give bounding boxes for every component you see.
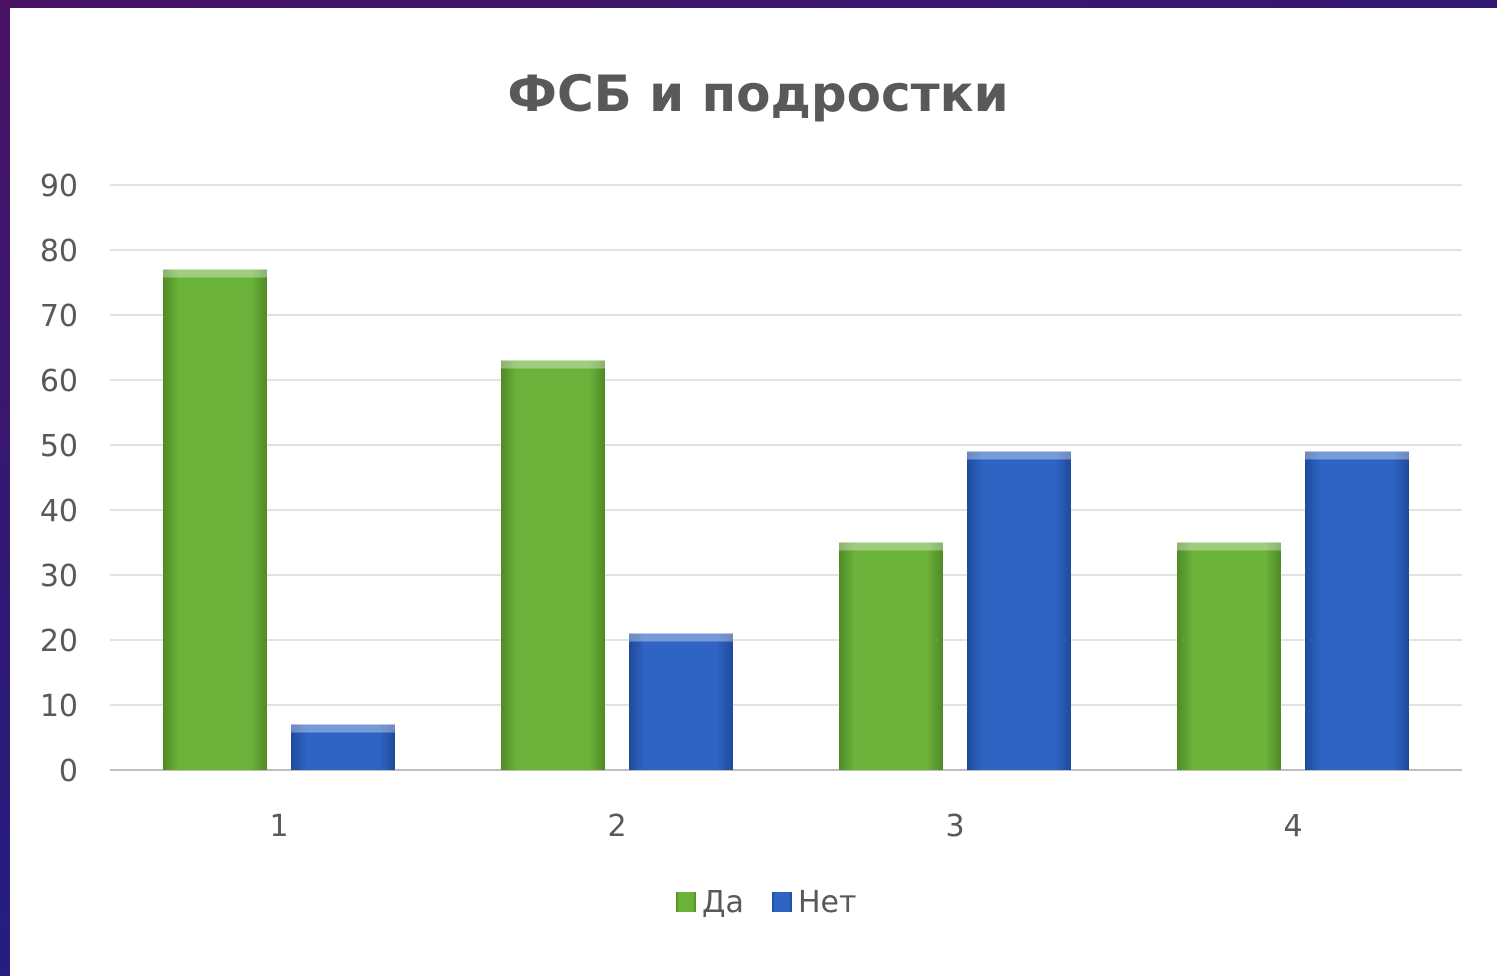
bar-net-3 [967, 451, 1071, 770]
bar-chart: ФСБ и подростки 0 10 20 30 40 50 60 70 80 90 1 2 3 4… [40, 65, 1462, 920]
y-tick-label: 70 [40, 299, 78, 334]
y-tick-label: 50 [40, 429, 78, 464]
y-tick-label: 0 [59, 754, 78, 789]
bar-bevel [163, 269, 267, 278]
bar-fill [163, 269, 267, 770]
bar-da-4 [1177, 542, 1281, 770]
chart-title: ФСБ и подростки [507, 65, 1008, 123]
bar-fill [967, 451, 1071, 770]
legend: Да Нет [676, 885, 857, 920]
bar-bevel [1177, 542, 1281, 551]
bar-fill [1305, 451, 1409, 770]
gridlines [110, 184, 1462, 771]
bar-bevel [1305, 451, 1409, 460]
bar-bevel [839, 542, 943, 551]
bar-bevel [967, 451, 1071, 460]
bar-bevel [501, 360, 605, 369]
y-tick-label: 80 [40, 234, 78, 269]
y-tick-label: 90 [40, 169, 78, 204]
bar-net-1 [291, 724, 395, 770]
chart-panel: ФСБ и подростки 0 10 20 30 40 50 60 70 80 90 1 2 3 4… [10, 8, 1497, 976]
y-tick-label: 20 [40, 624, 78, 659]
x-tick-label: 1 [269, 809, 288, 844]
y-axis-ticks: 0 10 20 30 40 50 60 70 80 90 [40, 169, 78, 789]
bar-fill [629, 633, 733, 770]
bar-da-3 [839, 542, 943, 770]
x-tick-label: 4 [1283, 809, 1302, 844]
legend-label: Да [702, 885, 744, 920]
x-tick-label: 3 [945, 809, 964, 844]
legend-swatch [676, 892, 696, 912]
y-tick-label: 60 [40, 364, 78, 399]
bar-da-1 [163, 269, 267, 770]
y-tick-label: 30 [40, 559, 78, 594]
legend-item-da: Да [676, 885, 744, 920]
legend-swatch [772, 892, 792, 912]
x-axis-ticks: 1 2 3 4 [269, 809, 1302, 844]
bar-net-2 [629, 633, 733, 770]
bar-net-4 [1305, 451, 1409, 770]
bar-fill [501, 360, 605, 770]
bar-bevel [291, 724, 395, 733]
bar-da-2 [501, 360, 605, 770]
legend-item-net: Нет [772, 885, 857, 920]
bar-bevel [629, 633, 733, 642]
bar-fill [291, 724, 395, 770]
y-tick-label: 10 [40, 689, 78, 724]
y-tick-label: 40 [40, 494, 78, 529]
bar-fill [839, 542, 943, 770]
x-tick-label: 2 [607, 809, 626, 844]
legend-label: Нет [798, 885, 857, 920]
bar-fill [1177, 542, 1281, 770]
bars [163, 269, 1409, 770]
